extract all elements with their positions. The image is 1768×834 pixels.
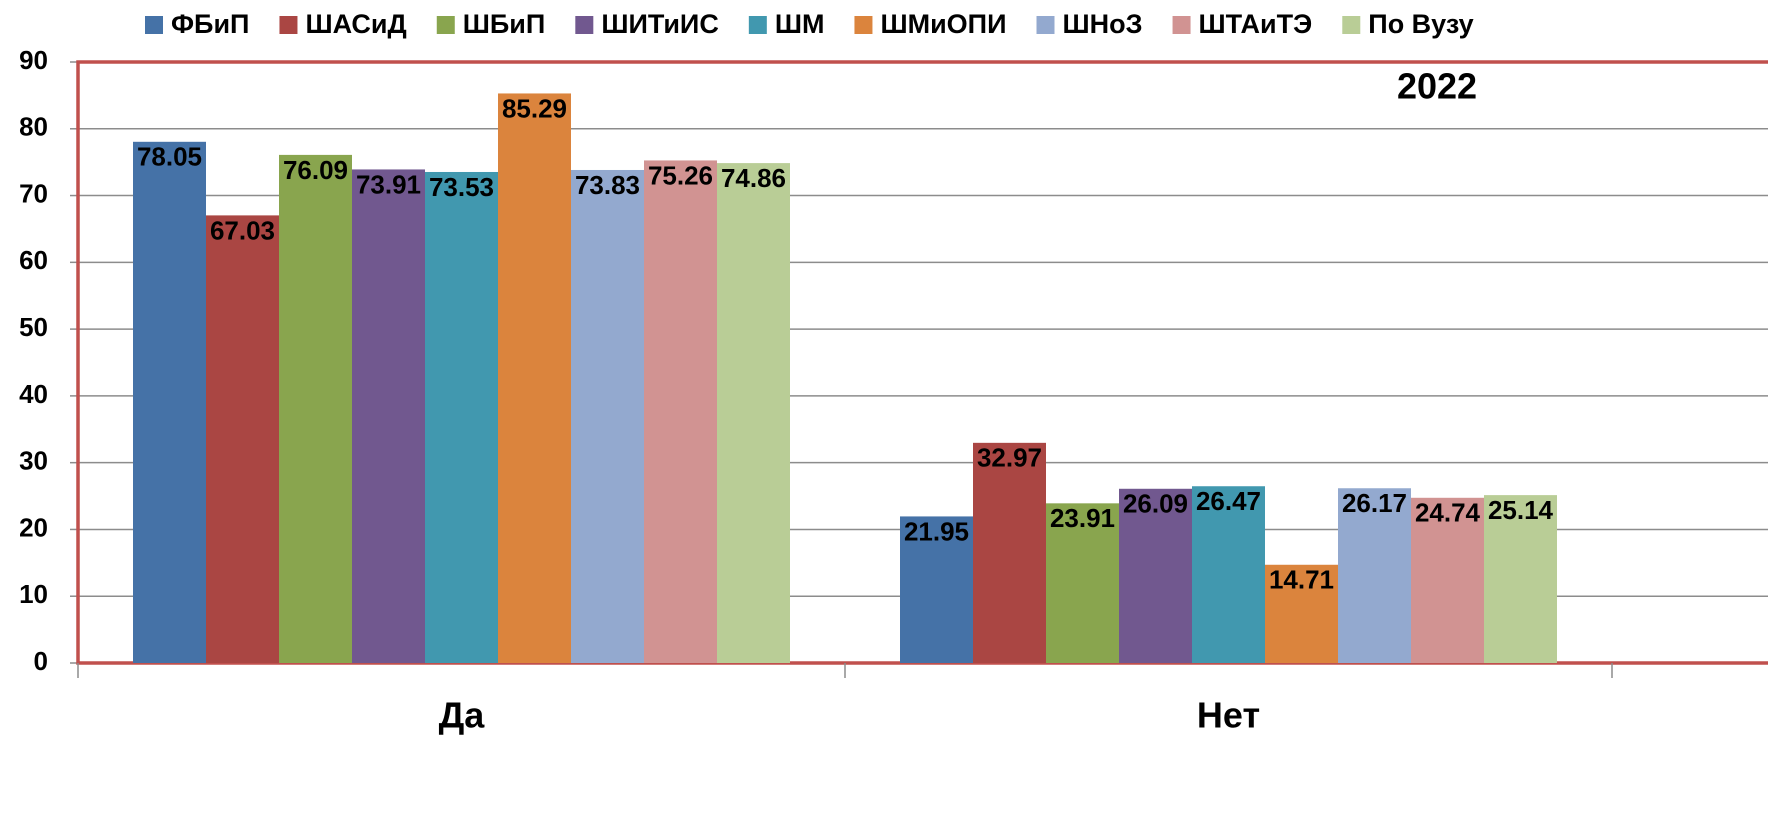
- value-label: 26.17: [1342, 488, 1407, 518]
- value-label: 24.74: [1415, 498, 1481, 528]
- value-label: 85.29: [502, 93, 567, 123]
- value-label: 78.05: [137, 142, 202, 172]
- legend-label: ФБиП: [171, 9, 249, 39]
- value-label: 73.83: [575, 170, 640, 200]
- value-label: 23.91: [1050, 503, 1115, 533]
- bar: [425, 171, 498, 663]
- y-tick-label: 70: [19, 178, 48, 208]
- value-label: 67.03: [210, 215, 275, 245]
- value-label: 74.86: [721, 163, 786, 193]
- bar: [1192, 486, 1265, 663]
- legend-swatch: [748, 16, 767, 34]
- bar: [133, 141, 206, 663]
- legend-label: По Вузу: [1368, 9, 1473, 39]
- value-label: 26.09: [1123, 489, 1188, 519]
- legend-label: ШИТиИС: [601, 9, 719, 39]
- bar: [352, 169, 425, 664]
- legend-label: ШБиП: [463, 9, 546, 39]
- bar: [717, 163, 790, 663]
- bar: [1338, 488, 1411, 663]
- y-tick-label: 80: [19, 112, 48, 142]
- legend-swatch: [279, 16, 298, 34]
- value-label: 25.14: [1488, 495, 1554, 525]
- chart-title: 2022: [1397, 66, 1477, 107]
- bar: [1411, 497, 1484, 663]
- bar: [571, 169, 644, 663]
- legend-swatch: [436, 16, 455, 34]
- y-tick-label: 30: [19, 446, 48, 476]
- y-tick-label: 60: [19, 245, 48, 275]
- x-tick-label: Да: [439, 695, 486, 736]
- legend-swatch: [1036, 16, 1055, 34]
- y-tick-label: 90: [19, 45, 48, 75]
- bar: [206, 215, 279, 663]
- legend-swatch: [854, 16, 873, 34]
- legend-label: ШТАиТЭ: [1199, 9, 1313, 39]
- bar: [1265, 564, 1338, 663]
- bar: [498, 93, 571, 663]
- value-label: 76.09: [283, 155, 348, 185]
- value-label: 14.71: [1269, 565, 1334, 595]
- y-tick-label: 20: [19, 512, 48, 542]
- legend-label: ШМиОПИ: [880, 9, 1006, 39]
- bar: [1484, 495, 1557, 663]
- bar: [1046, 503, 1119, 663]
- value-label: 32.97: [977, 443, 1042, 473]
- legend-label: ШНоЗ: [1063, 9, 1143, 39]
- legend-swatch: [145, 16, 163, 34]
- value-label: 75.26: [648, 160, 713, 190]
- bar: [1119, 488, 1192, 663]
- legend-label: ШМ: [775, 9, 825, 39]
- y-tick-label: 10: [19, 579, 48, 609]
- bar: [973, 442, 1046, 663]
- bar: [644, 160, 717, 663]
- legend-swatch: [1172, 16, 1191, 34]
- y-tick-label: 0: [34, 646, 48, 676]
- value-label: 21.95: [904, 516, 969, 546]
- bar: [279, 154, 352, 664]
- x-tick-label: Нет: [1197, 695, 1260, 736]
- value-label: 73.53: [429, 172, 494, 202]
- y-tick-label: 40: [19, 379, 48, 409]
- legend-swatch: [575, 16, 594, 34]
- y-tick-label: 50: [19, 312, 48, 342]
- value-label: 73.91: [356, 169, 421, 199]
- value-label: 26.47: [1196, 486, 1261, 516]
- legend-label: ШАСиД: [305, 9, 406, 39]
- legend-swatch: [1342, 16, 1361, 34]
- bar: [900, 516, 973, 663]
